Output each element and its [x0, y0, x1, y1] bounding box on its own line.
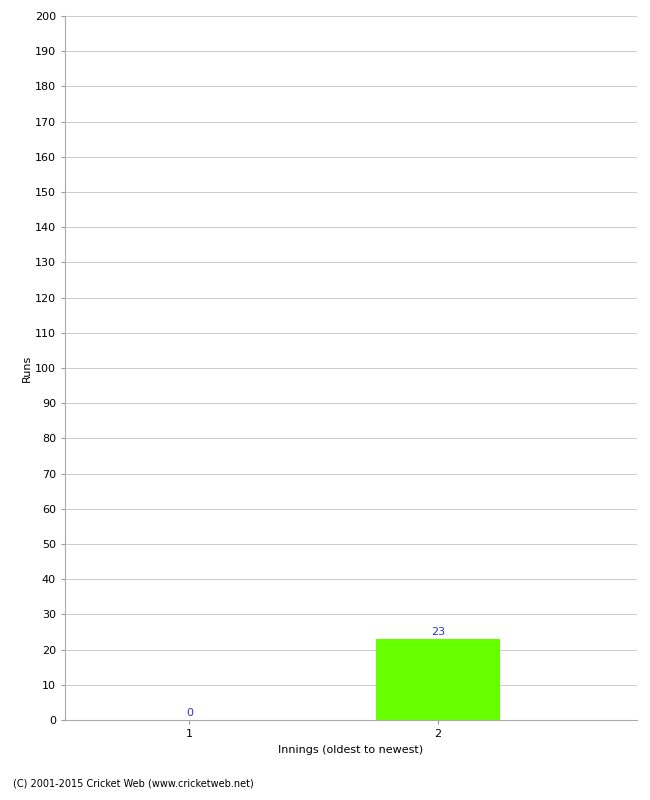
Text: (C) 2001-2015 Cricket Web (www.cricketweb.net): (C) 2001-2015 Cricket Web (www.cricketwe…	[13, 778, 254, 788]
X-axis label: Innings (oldest to newest): Innings (oldest to newest)	[278, 745, 424, 754]
Bar	[376, 639, 500, 720]
Y-axis label: Runs: Runs	[22, 354, 32, 382]
Text: 23: 23	[431, 627, 445, 638]
Text: 0: 0	[186, 708, 193, 718]
